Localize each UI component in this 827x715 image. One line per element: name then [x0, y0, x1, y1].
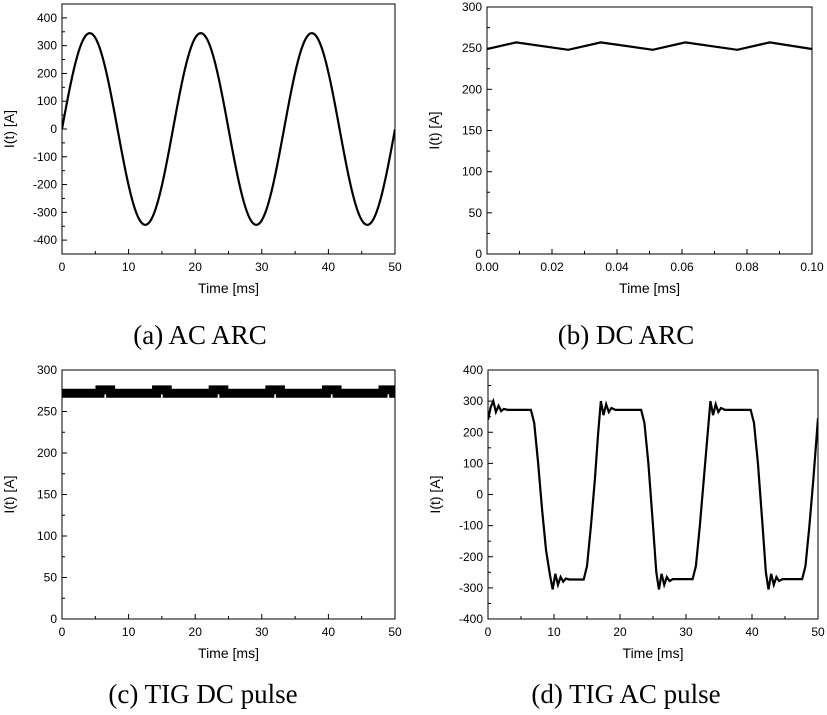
x-axis-label: Time [ms] — [623, 645, 684, 661]
panel-tig-ac-pulse: 0 10 20 30 40 50 400 300 200 100 0 -100 -200 -300 -400… — [427, 363, 825, 661]
x-tick-label: 40 — [322, 625, 336, 639]
plot-frame — [487, 369, 819, 620]
x-tick-label: 0 — [485, 625, 492, 639]
y-tick-label: 400 — [37, 11, 57, 25]
y-tick-label: 100 — [462, 165, 482, 179]
y-tick-label: 300 — [37, 363, 57, 377]
y-tick-label: 50 — [44, 571, 58, 585]
x-axis-label: Time [ms] — [198, 280, 259, 296]
panel-tig-dc-pulse: 0 10 20 30 40 50 300 250 200 150 100 50 0 Time [ms] I(… — [1, 363, 402, 661]
y-tick-label: -300 — [459, 581, 483, 595]
y-tick-label: -400 — [33, 233, 57, 247]
y-tick-label: -400 — [459, 612, 483, 626]
x-tick-label: 0.02 — [540, 260, 564, 274]
y-tick-label: 200 — [463, 425, 483, 439]
y-tick-label: 400 — [463, 363, 483, 377]
y-tick-label: 300 — [462, 0, 482, 14]
x-tick-label: 50 — [811, 625, 825, 639]
caption-tig-dc-pulse: (c) TIG DC pulse — [108, 679, 297, 709]
y-tick-label: 300 — [463, 394, 483, 408]
y-axis-label: I(t) [A] — [1, 110, 17, 148]
y-tick-label: 250 — [37, 405, 57, 419]
series-line-current — [62, 385, 395, 398]
y-tick-label: 300 — [37, 39, 57, 53]
x-tick-label: 20 — [189, 625, 203, 639]
x-tick-label: 30 — [255, 260, 269, 274]
caption-dc-arc: (b) DC ARC — [558, 320, 695, 350]
x-tick-label: 30 — [255, 625, 269, 639]
x-tick-label: 50 — [388, 625, 402, 639]
panel-dc-arc: 0.00 0.02 0.04 0.06 0.08 0.10 300 250 200 150 100 5… — [426, 0, 824, 296]
y-axis-label: I(t) [A] — [426, 111, 442, 149]
x-tick-label: 20 — [613, 625, 627, 639]
x-tick-label: 0 — [59, 625, 66, 639]
x-tick-label: 30 — [679, 625, 693, 639]
y-tick-label: 150 — [462, 124, 482, 138]
y-tick-label: 50 — [469, 206, 483, 220]
x-tick-label: 0.08 — [735, 260, 759, 274]
x-tick-label: 0.00 — [475, 260, 499, 274]
y-tick-label: 0 — [476, 488, 483, 502]
x-tick-label: 0.06 — [670, 260, 694, 274]
y-tick-label: 100 — [37, 529, 57, 543]
x-tick-label: 10 — [547, 625, 561, 639]
y-tick-label: -200 — [459, 550, 483, 564]
y-tick-label: 200 — [37, 446, 57, 460]
y-tick-label: 0 — [475, 247, 482, 261]
plot-frame — [61, 369, 396, 620]
series-line-current — [488, 397, 818, 590]
panel-ac-arc: 0 10 20 30 40 50 400 300 200 100 0 -100 -200 -300 -400… — [1, 3, 402, 296]
y-axis-label: I(t) [A] — [1, 475, 17, 513]
y-axis-label: I(t) [A] — [427, 475, 443, 513]
series-line-current — [62, 32, 395, 226]
x-tick-label: 40 — [322, 260, 336, 274]
x-tick-label: 20 — [189, 260, 203, 274]
y-tick-label: 150 — [37, 488, 57, 502]
y-tick-label: 0 — [50, 122, 57, 136]
caption-ac-arc: (a) AC ARC — [133, 320, 267, 350]
x-axis-label: Time [ms] — [619, 280, 680, 296]
y-tick-label: 250 — [462, 41, 482, 55]
y-tick-label: -100 — [33, 150, 57, 164]
caption-tig-ac-pulse: (d) TIG AC pulse — [531, 679, 720, 709]
y-tick-label: -100 — [459, 519, 483, 533]
x-tick-label: 0.10 — [800, 260, 824, 274]
y-tick-label: -300 — [33, 205, 57, 219]
x-tick-label: 0.04 — [605, 260, 629, 274]
y-tick-label: -200 — [33, 178, 57, 192]
y-tick-label: 200 — [37, 66, 57, 80]
x-tick-label: 10 — [122, 260, 136, 274]
x-tick-label: 10 — [122, 625, 136, 639]
x-tick-label: 0 — [59, 260, 66, 274]
series-line-current — [487, 41, 812, 51]
x-axis-label: Time [ms] — [198, 645, 259, 661]
x-tick-label: 50 — [388, 260, 402, 274]
y-tick-label: 0 — [50, 612, 57, 626]
y-tick-label: 100 — [463, 456, 483, 470]
y-tick-label: 100 — [37, 94, 57, 108]
y-tick-label: 200 — [462, 82, 482, 96]
x-tick-label: 40 — [745, 625, 759, 639]
